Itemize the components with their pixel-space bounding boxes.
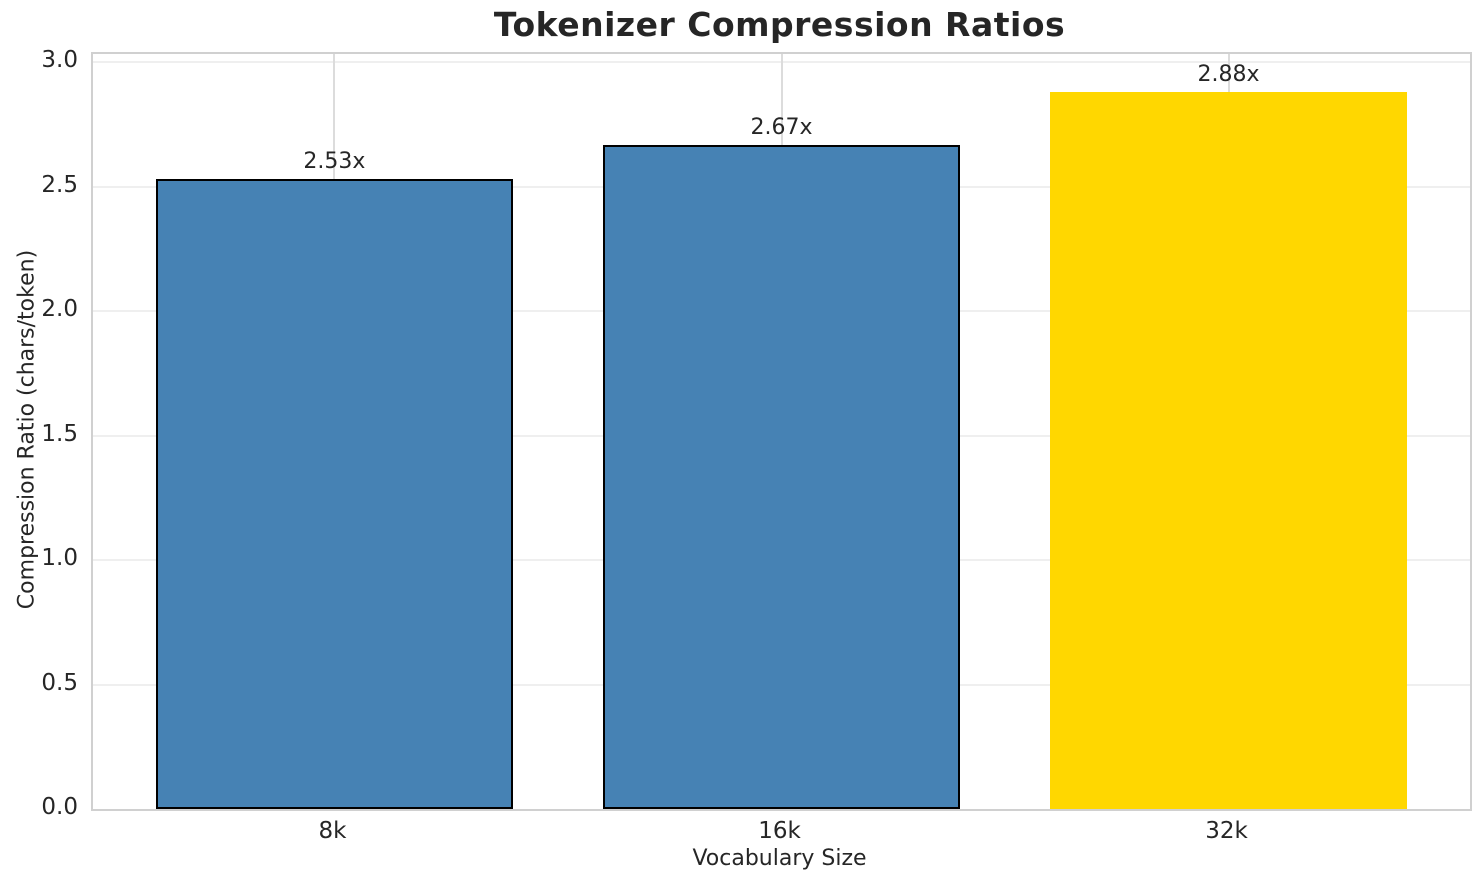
bar [602, 144, 961, 809]
y-tick-label: 1.0 [41, 545, 78, 572]
bar [155, 179, 514, 809]
y-tick-label: 1.5 [41, 420, 78, 447]
bar-value-label: 2.53x [303, 149, 366, 175]
x-tick-label: 8k [318, 818, 347, 844]
bar [1049, 92, 1408, 809]
bar-value-label: 2.88x [1197, 62, 1260, 88]
chart-title: Tokenizer Compression Ratios [493, 5, 1066, 44]
y-tick-label: 2.5 [41, 171, 78, 198]
y-tick-label: 2.0 [41, 296, 78, 323]
plot-area: 2.53x 2.67x 2.88x [91, 52, 1472, 811]
y-tick-label: 0.0 [41, 794, 78, 820]
x-tick-label: 32k [1205, 818, 1248, 844]
x-tick-label: 16k [758, 818, 801, 844]
y-tick-label: 0.5 [41, 669, 78, 696]
bar-value-label: 2.67x [750, 114, 813, 140]
y-tick-label: 3.0 [41, 47, 78, 74]
x-axis-label: Vocabulary Size [692, 846, 867, 871]
